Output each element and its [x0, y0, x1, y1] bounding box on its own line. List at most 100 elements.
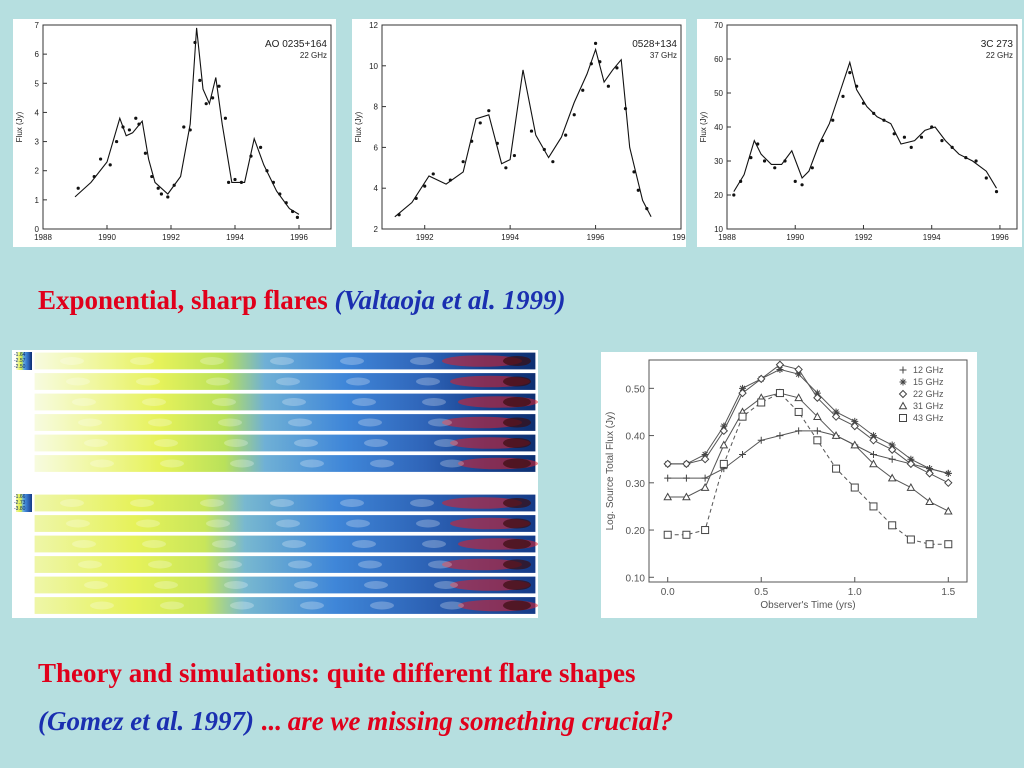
flux-point: [291, 209, 295, 214]
jet-strip: [33, 433, 537, 453]
jet-knot: [358, 418, 382, 427]
flux-point: [397, 213, 401, 217]
series-point: [719, 440, 729, 449]
series-point: [682, 474, 690, 482]
simulation-image: -1.64 -2.57 -2.50 -1.66 -2.73 -3.80: [12, 350, 538, 618]
flux-point: [882, 118, 886, 122]
jet-knot: [416, 519, 440, 528]
lightcurve-chart-3c273: 1988 1990 1992 1994 1996 10 20 30 40 50 60 70 Flux (…: [699, 21, 1018, 242]
flux-point: [115, 139, 119, 144]
chart-title: AO 0235+164: [265, 39, 327, 50]
flux-point: [564, 133, 568, 137]
flux-point: [749, 156, 753, 160]
flux-point: [166, 195, 170, 199]
flux-point: [589, 62, 593, 66]
jet-strip: [33, 493, 537, 513]
jet-knot: [416, 377, 440, 386]
jet-knot: [60, 357, 84, 365]
jet-knot: [434, 439, 458, 447]
series-point: [813, 427, 821, 435]
y-tick-label: 5: [35, 79, 40, 88]
y-tick-label: 0.20: [626, 526, 646, 537]
flux-point: [848, 71, 852, 75]
flux-point: [615, 66, 619, 70]
series-point: [850, 421, 859, 431]
jet-knot: [84, 581, 108, 589]
jet-knot: [358, 560, 382, 569]
series-point: [757, 398, 766, 407]
jet-head: [503, 497, 531, 509]
flux-point: [108, 163, 112, 167]
jet-knot: [422, 540, 446, 548]
series-point: [700, 454, 710, 464]
legend-label: 12 GHz: [913, 365, 944, 375]
flux-point: [940, 139, 944, 143]
flux-point: [636, 188, 640, 192]
caption-top: Exponential, sharp flares (Valtaoja et a…: [38, 285, 566, 316]
series-point: [869, 436, 878, 445]
flux-point: [217, 84, 221, 88]
jet-knot: [300, 601, 324, 610]
flux-point: [478, 121, 482, 125]
flux-point: [127, 128, 131, 132]
flux-point: [984, 176, 988, 180]
flux-point: [487, 109, 491, 113]
jet-knot: [160, 601, 184, 610]
flux-point: [259, 145, 263, 149]
jet-knot: [346, 519, 370, 528]
flux-point: [448, 178, 452, 182]
y-tick-label: 4: [374, 184, 379, 193]
flux-point: [159, 192, 163, 196]
flux-point: [156, 186, 160, 190]
jet-knot: [440, 601, 464, 610]
flux-point: [994, 190, 999, 194]
jet-strip: [33, 412, 537, 433]
y-axis-label: Log. Source Total Flux (Jy): [605, 412, 616, 531]
flux-point: [783, 159, 787, 163]
flux-point: [188, 128, 192, 132]
x-tick-label: 1994: [501, 233, 519, 242]
jet-knot: [288, 560, 312, 569]
x-tick-label: 1990: [98, 233, 116, 242]
flux-point: [92, 174, 96, 179]
x-tick-label: 1990: [786, 233, 804, 242]
caption-bottom-line2: (Gomez et al. 1997) ... are we missing s…: [38, 706, 673, 737]
jet-knot: [340, 499, 364, 507]
color-scale-bottom: [16, 494, 32, 512]
color-scale-label: -2.57: [14, 358, 26, 364]
y-tick-label: 10: [369, 62, 378, 71]
jet-red-blob: [442, 558, 522, 571]
series-point: [701, 474, 709, 482]
y-tick-label: 20: [714, 191, 723, 200]
caption-bottom-line1: Theory and simulations: quite different …: [38, 658, 636, 689]
x-tick-label: 1992: [855, 233, 873, 242]
jet-knot: [370, 601, 394, 610]
flux-point: [841, 94, 845, 98]
caption-bottom-ellipsis: ...: [253, 706, 288, 736]
caption-top-citation: (Valtaoja et al. 1999): [334, 285, 566, 315]
flux-point: [134, 116, 138, 120]
series-point: [887, 445, 897, 454]
jet-knot: [428, 560, 452, 569]
flux-point: [211, 96, 215, 100]
series-point: [926, 465, 934, 473]
flux-point: [423, 184, 427, 188]
lightcurve-panel-ao0235: 1988 1990 1992 1994 1996 0 1 2 3 4 5 6 7 Flux (Jy) AO …: [13, 19, 336, 247]
color-scale-top: [16, 352, 32, 370]
x-tick-label: 1.0: [848, 587, 862, 598]
jet-knot: [148, 560, 172, 569]
y-tick-label: 0.10: [626, 573, 646, 584]
flux-point: [739, 179, 743, 183]
series-point: [664, 474, 672, 482]
series-point: [907, 455, 915, 463]
flux-point: [930, 125, 934, 129]
series-point: [719, 459, 728, 468]
caption-bottom-citation: (Gomez et al. 1997): [38, 706, 254, 736]
jet-knot: [84, 439, 108, 447]
color-scale-label: -1.64: [14, 352, 26, 358]
series-point: [739, 450, 747, 458]
flux-point: [598, 60, 602, 64]
model-curve: [394, 47, 652, 218]
series-point: [738, 388, 747, 398]
series-point: [887, 473, 897, 482]
